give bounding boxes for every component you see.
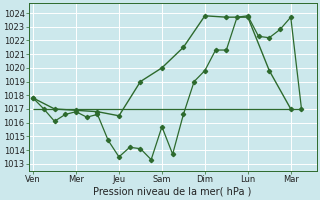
X-axis label: Pression niveau de la mer( hPa ): Pression niveau de la mer( hPa ): [93, 187, 252, 197]
